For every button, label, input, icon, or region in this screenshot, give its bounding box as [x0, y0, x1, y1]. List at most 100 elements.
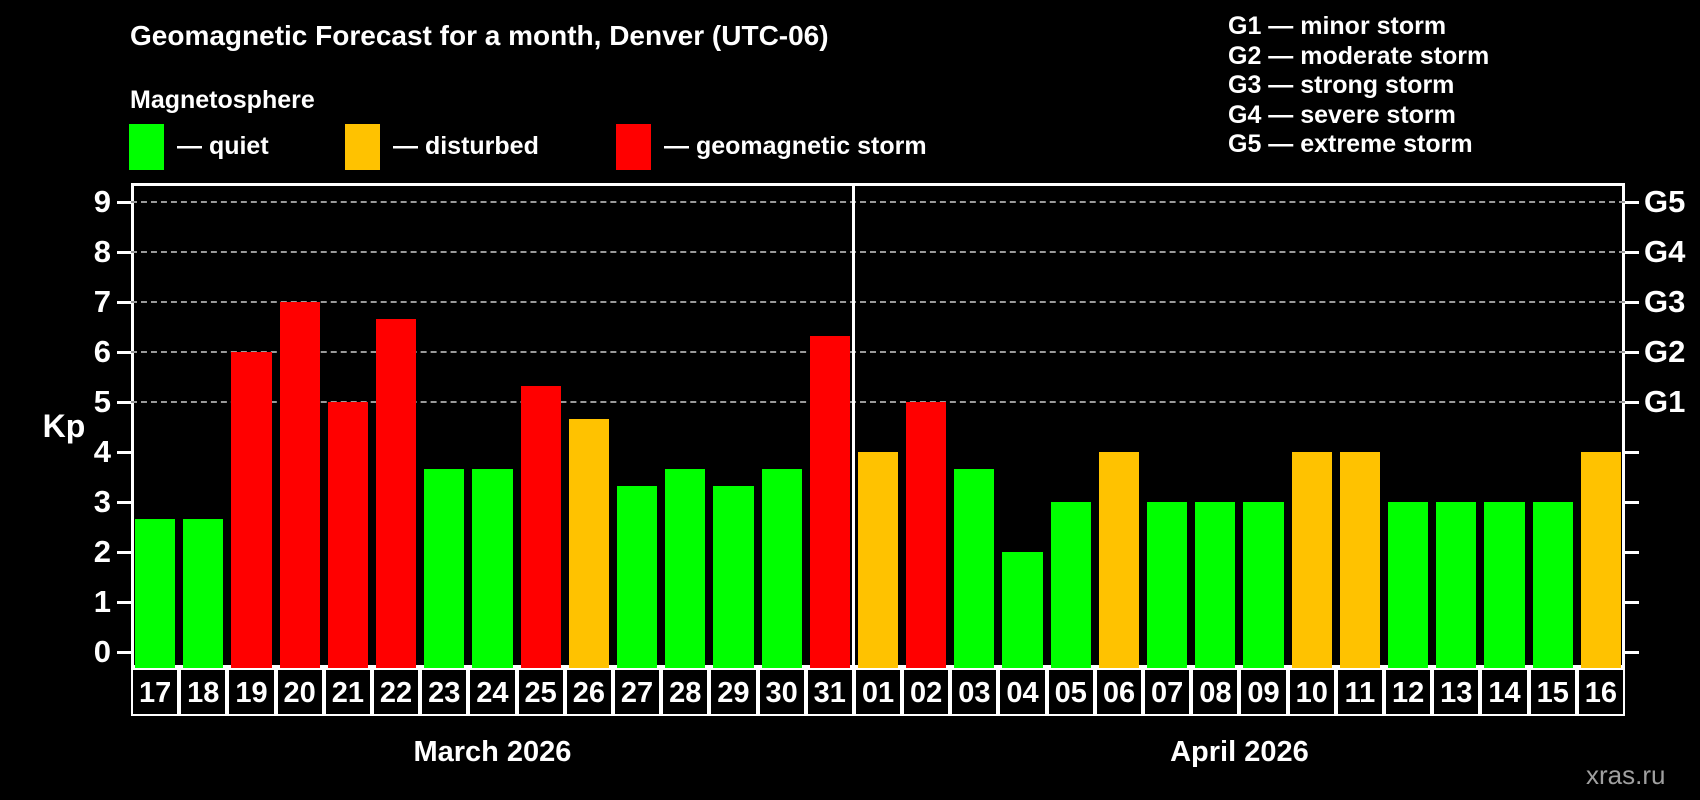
day-label-30: 30 — [757, 668, 806, 716]
g-legend-line-3: G3 — strong storm — [1228, 71, 1455, 100]
day-label-03: 03 — [950, 668, 999, 716]
kp-bar-day-30 — [761, 468, 802, 668]
legend-swatch-disturbed — [345, 124, 380, 170]
month-separator — [852, 183, 856, 668]
y-axis-label-3: 3 — [93, 484, 111, 519]
day-label-13: 13 — [1432, 668, 1481, 716]
kp-bar-day-29 — [713, 485, 754, 668]
day-label-01: 01 — [853, 668, 903, 716]
kp-bar-day-04 — [1002, 552, 1043, 668]
left-axis-tick-4 — [117, 451, 131, 454]
legend-label-disturbed: — disturbed — [393, 132, 539, 160]
right-axis-tick-9 — [1625, 201, 1639, 204]
kp-bar-day-24 — [472, 468, 513, 668]
kp-bar-day-08 — [1195, 502, 1236, 668]
right-axis-tick-0 — [1625, 651, 1639, 654]
day-label-05: 05 — [1046, 668, 1095, 716]
kp-bar-day-27 — [616, 485, 658, 668]
kp-bar-day-26 — [568, 418, 609, 668]
y-axis-label-4: 4 — [93, 434, 111, 469]
left-axis-tick-8 — [117, 251, 131, 254]
left-axis-tick-2 — [117, 551, 131, 554]
y-axis-label-5: 5 — [93, 384, 111, 419]
right-axis-tick-7 — [1625, 301, 1639, 304]
day-label-20: 20 — [275, 668, 324, 716]
day-label-21: 21 — [323, 668, 372, 716]
legend-swatch-quiet — [129, 124, 164, 170]
kp-bar-day-17 — [135, 518, 176, 668]
day-label-06: 06 — [1094, 668, 1144, 716]
right-axis-tick-6 — [1625, 351, 1639, 354]
month-label-march: March 2026 — [413, 736, 572, 768]
y-axis-label-7: 7 — [93, 284, 111, 319]
kp-bar-day-07 — [1147, 502, 1188, 668]
magnetosphere-label: Magnetosphere — [130, 86, 315, 114]
right-axis-label-g3: G3 — [1644, 284, 1686, 319]
legend-swatch-storm — [616, 124, 651, 170]
day-label-29: 29 — [709, 668, 758, 716]
kp-bar-day-28 — [665, 468, 706, 668]
y-axis-title-kp: Kp — [42, 408, 86, 444]
kp-bar-day-22 — [375, 318, 417, 668]
left-axis-tick-6 — [117, 351, 131, 354]
day-label-04: 04 — [998, 668, 1047, 716]
kp-bar-day-12 — [1388, 502, 1429, 668]
day-label-31: 31 — [805, 668, 854, 716]
y-axis-label-8: 8 — [93, 234, 111, 269]
day-label-28: 28 — [661, 668, 710, 716]
gridline-kp5 — [131, 401, 1625, 403]
kp-bar-day-21 — [327, 402, 368, 668]
kp-bar-day-16 — [1580, 452, 1621, 668]
g-legend-line-5: G5 — extreme storm — [1228, 130, 1473, 159]
kp-bar-day-13 — [1436, 502, 1477, 668]
gridline-kp7 — [131, 301, 1625, 303]
kp-bar-day-18 — [183, 518, 224, 668]
y-axis-label-0: 0 — [93, 634, 111, 669]
kp-bar-day-20 — [279, 302, 320, 668]
legend-label-storm: — geomagnetic storm — [664, 132, 927, 160]
g-legend-line-4: G4 — severe storm — [1228, 100, 1456, 129]
kp-bar-day-15 — [1532, 502, 1573, 668]
kp-bar-day-02 — [906, 402, 947, 668]
day-label-26: 26 — [564, 668, 613, 716]
day-label-14: 14 — [1480, 668, 1529, 716]
day-label-27: 27 — [612, 668, 662, 716]
right-axis-tick-2 — [1625, 551, 1639, 554]
day-label-18: 18 — [179, 668, 228, 716]
right-axis-label-g1: G1 — [1644, 384, 1686, 419]
right-axis-label-g5: G5 — [1644, 184, 1686, 219]
right-axis-tick-4 — [1625, 451, 1639, 454]
kp-bar-day-14 — [1484, 502, 1525, 668]
day-label-15: 15 — [1528, 668, 1577, 716]
day-label-22: 22 — [371, 668, 421, 716]
left-axis-tick-3 — [117, 501, 131, 504]
kp-bar-day-25 — [520, 385, 561, 668]
right-axis-tick-3 — [1625, 501, 1639, 504]
right-axis-tick-1 — [1625, 601, 1639, 604]
kp-bar-day-06 — [1098, 452, 1140, 668]
kp-bar-day-11 — [1339, 452, 1381, 668]
day-label-07: 07 — [1143, 668, 1192, 716]
legend-label-quiet: — quiet — [177, 132, 269, 160]
day-label-19: 19 — [227, 668, 276, 716]
left-axis-tick-9 — [117, 201, 131, 204]
left-axis-tick-5 — [117, 401, 131, 404]
day-label-16: 16 — [1576, 668, 1625, 716]
left-axis-tick-1 — [117, 601, 131, 604]
day-label-17: 17 — [131, 668, 180, 716]
right-axis-tick-5 — [1625, 401, 1639, 404]
kp-bar-day-09 — [1243, 502, 1284, 668]
gridline-kp9 — [131, 201, 1625, 203]
y-axis-label-1: 1 — [93, 584, 111, 619]
kp-bar-day-03 — [954, 468, 995, 668]
kp-bar-day-31 — [809, 335, 850, 668]
g-legend-line-1: G1 — minor storm — [1228, 12, 1447, 40]
y-axis-label-9: 9 — [93, 184, 111, 219]
day-label-11: 11 — [1335, 668, 1385, 716]
g-legend-line-2: G2 — moderate storm — [1228, 41, 1490, 70]
right-axis-tick-8 — [1625, 251, 1639, 254]
left-axis-tick-7 — [117, 301, 131, 304]
day-label-24: 24 — [468, 668, 517, 716]
day-label-10: 10 — [1287, 668, 1336, 716]
